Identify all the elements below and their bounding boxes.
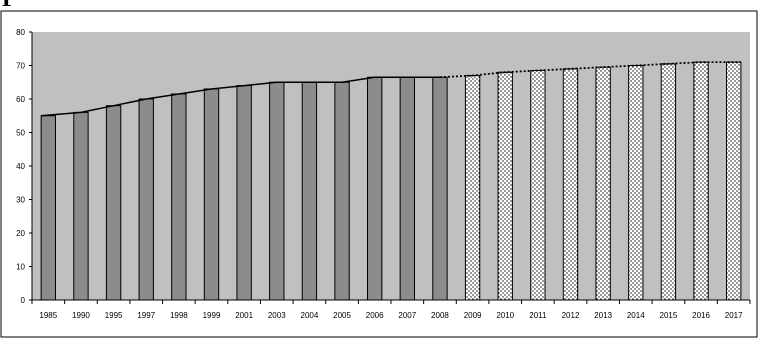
x-tick-label: 2015 bbox=[660, 311, 678, 320]
y-tick-label: 30 bbox=[16, 196, 25, 205]
y-tick-label: 50 bbox=[16, 129, 25, 138]
projected-bar bbox=[726, 61, 742, 301]
x-tick-label: 2013 bbox=[594, 311, 612, 320]
x-tick-label: 2012 bbox=[562, 311, 580, 320]
x-tick-label: 1998 bbox=[170, 311, 188, 320]
x-tick-label: 2014 bbox=[627, 311, 645, 320]
x-tick-label: 2003 bbox=[268, 311, 286, 320]
historical-bar bbox=[138, 98, 154, 301]
historical-bar bbox=[40, 115, 56, 301]
projected-bar bbox=[530, 70, 546, 301]
y-tick-label: 70 bbox=[16, 62, 25, 71]
x-tick-label: 2007 bbox=[398, 311, 416, 320]
projected-bar bbox=[562, 68, 579, 301]
chart-container: 0 10 20 30 40 50 60 70 80 1985 1990 1995 1997 1998 19… bbox=[0, 10, 759, 339]
historical-bar bbox=[73, 111, 89, 301]
historical-bar bbox=[203, 88, 220, 301]
x-tick-label: 2006 bbox=[366, 311, 384, 320]
x-tick-label: 1995 bbox=[105, 311, 123, 320]
historical-bar bbox=[334, 81, 350, 301]
historical-trend-line bbox=[41, 76, 440, 117]
historical-bar bbox=[105, 105, 122, 301]
x-tick-label: 2009 bbox=[464, 311, 482, 320]
projected-bar bbox=[693, 61, 709, 301]
x-tick-label: 2010 bbox=[496, 311, 514, 320]
y-tick-label: 60 bbox=[16, 95, 25, 104]
page-heading: P bbox=[2, 0, 17, 13]
projected-bar bbox=[595, 66, 611, 301]
x-tick-label: 2008 bbox=[431, 311, 449, 320]
x-tick-label: 1985 bbox=[39, 311, 57, 320]
x-tick-label: 1990 bbox=[72, 311, 90, 320]
projected-bar bbox=[660, 63, 677, 301]
x-tick-label: 2011 bbox=[529, 311, 547, 320]
y-tick-label: 20 bbox=[16, 229, 25, 238]
historical-bar bbox=[171, 93, 187, 301]
bar-series bbox=[40, 61, 742, 301]
projected-bar bbox=[464, 75, 481, 301]
historical-bar bbox=[399, 76, 415, 301]
x-axis: 1985 1990 1995 1997 1998 1999 2001 2003 2004 2005… bbox=[31, 299, 751, 320]
x-tick-label: 2017 bbox=[725, 311, 743, 320]
x-tick-label: 1999 bbox=[203, 311, 221, 320]
y-tick-label: 80 bbox=[16, 28, 25, 37]
x-tick-label: 2004 bbox=[301, 311, 319, 320]
x-tick-label: 2001 bbox=[235, 311, 253, 320]
y-axis: 0 10 20 30 40 50 60 70 80 bbox=[16, 28, 33, 305]
trend-lines bbox=[41, 61, 741, 117]
x-tick-label: 2016 bbox=[692, 311, 710, 320]
historical-bar bbox=[432, 76, 448, 301]
y-tick-label: 40 bbox=[16, 162, 25, 171]
historical-bar bbox=[301, 81, 318, 301]
y-tick-label: 0 bbox=[21, 296, 26, 305]
historical-bar bbox=[367, 76, 383, 301]
projected-bar bbox=[497, 71, 513, 301]
projected-bar bbox=[628, 65, 644, 301]
projected-trend-line bbox=[439, 61, 741, 79]
y-tick-label: 10 bbox=[16, 263, 25, 272]
historical-bar bbox=[236, 85, 252, 301]
x-tick-label: 2005 bbox=[333, 311, 351, 320]
historical-bar bbox=[269, 81, 285, 301]
x-tick-label: 1997 bbox=[137, 311, 155, 320]
